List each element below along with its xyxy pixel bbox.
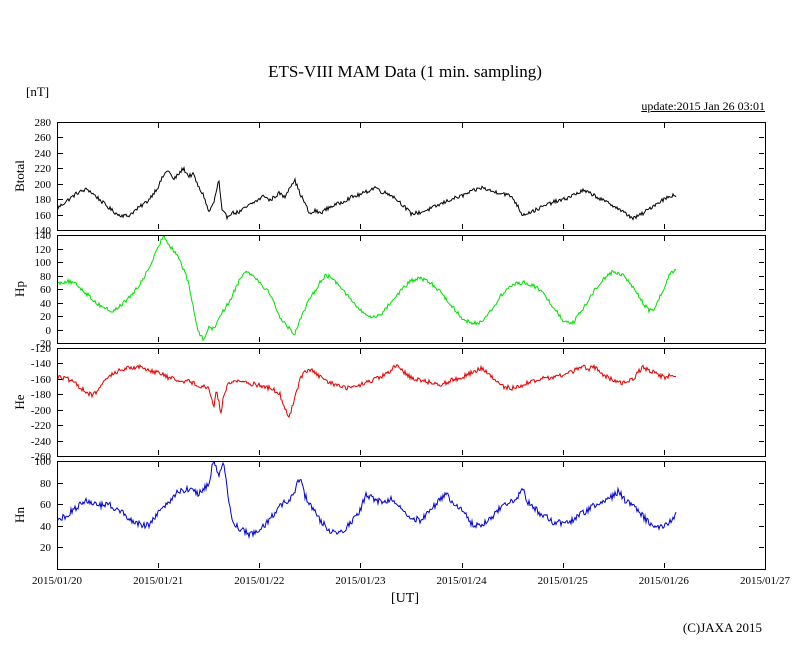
panel-ylabel-hp: Hp xyxy=(12,281,27,297)
update-timestamp: update:2015 Jan 26 03:01 xyxy=(641,99,765,113)
panel-ylabel-hn: Hn xyxy=(12,507,27,523)
x-axis-label: [UT] xyxy=(391,591,419,606)
y-unit-label: [nT] xyxy=(26,84,50,99)
panel-ylabel-he: He xyxy=(12,394,27,410)
panel-ylabel-btotal: Btotal xyxy=(12,160,27,192)
copyright-label: (C)JAXA 2015 xyxy=(682,620,762,635)
chart-title: ETS-VIII MAM Data (1 min. sampling) xyxy=(268,62,542,81)
